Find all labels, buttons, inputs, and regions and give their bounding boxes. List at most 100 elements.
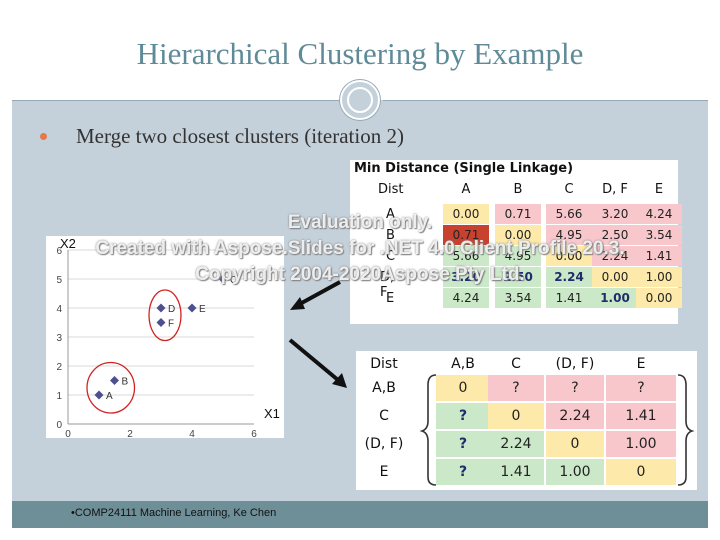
data-point-a — [94, 390, 104, 400]
data-point-d — [156, 303, 166, 313]
data-point-f — [156, 318, 166, 327]
brace-decorations — [419, 374, 695, 486]
watermark-line-1: Evaluation only. — [287, 212, 433, 233]
column-header: C — [511, 356, 521, 372]
point-label: B — [122, 377, 129, 388]
point-label: F — [168, 319, 174, 330]
row-header: C — [379, 408, 389, 424]
y-tick-label: 5 — [56, 275, 62, 286]
distance-cell: 2.24 — [592, 246, 638, 266]
distance-cell: 4.95 — [546, 225, 592, 245]
distance-cell: 2.24 — [488, 431, 544, 457]
column-header: (D, F) — [555, 356, 595, 372]
distance-cell: 0.00 — [592, 267, 638, 287]
footer-band — [12, 501, 708, 528]
x-tick-label: 4 — [189, 429, 195, 438]
x-tick-label: 0 — [65, 429, 71, 438]
distance-cell: 4.24 — [443, 288, 489, 308]
y-tick-label: 2 — [56, 362, 62, 373]
distance-cell: 1.41 — [546, 288, 592, 308]
distance-cell: 2.24 — [546, 267, 592, 287]
distance-cell: 2.24 — [546, 403, 604, 429]
x-axis-label: X1 — [264, 406, 280, 421]
arrow-to-chart-head-icon — [290, 297, 305, 310]
distance-cell: ? — [436, 403, 490, 429]
cluster-ring — [148, 289, 182, 342]
watermark-line-2: Created with Aspose.Slides for .NET 4.0 … — [95, 238, 625, 259]
y-axis-label: X2 — [60, 236, 76, 251]
data-point-e — [187, 303, 197, 313]
column-header: C — [564, 182, 574, 197]
distance-cell: 2.50 — [592, 225, 638, 245]
row-header: (D, F) — [364, 436, 404, 452]
distance-cell: 0.71 — [495, 204, 541, 224]
scatter-plot: 0 1 2 3 4 5 6 0 2 4 6 X1 X2 AB C D E F — [56, 236, 280, 440]
row-header: D, F — [380, 270, 395, 300]
distance-cell: ? — [546, 375, 604, 401]
distance-cell: ? — [606, 375, 676, 401]
table-title: Min Distance (Single Linkage) — [354, 161, 574, 176]
distance-cell: 1.41 — [606, 403, 676, 429]
title-divider-right — [383, 100, 708, 101]
left-brace-icon — [419, 374, 437, 486]
column-header: D, F — [602, 182, 628, 197]
point-label: C — [230, 275, 237, 286]
distance-cell: 3.54 — [636, 225, 682, 245]
distance-cell: 1.41 — [488, 459, 544, 485]
footer-text: •COMP24111 Machine Learning, Ke Chen — [71, 507, 277, 519]
distance-cell: 0.00 — [636, 288, 682, 308]
distance-cell: ? — [436, 459, 490, 485]
distance-cell: 5.66 — [443, 246, 489, 266]
distance-cell: 3.20 — [592, 204, 638, 224]
distance-cell: 4.95 — [495, 246, 541, 266]
row-header: A,B — [372, 380, 396, 396]
row-header: E — [379, 464, 389, 480]
distance-cell: 0 — [436, 375, 490, 401]
distance-cell: 0 — [606, 459, 676, 485]
distance-cell: 0.00 — [546, 246, 592, 266]
distance-cell: 1.00 — [546, 459, 604, 485]
right-brace-icon — [677, 374, 695, 486]
y-tick-label: 1 — [56, 391, 62, 402]
cluster-ring — [86, 361, 136, 414]
y-tick-label: 3 — [56, 333, 62, 344]
point-label: A — [106, 391, 113, 402]
distance-cell: 1.00 — [592, 288, 638, 308]
distance-cell: 0.71 — [443, 225, 489, 245]
x-tick-label: 2 — [127, 429, 133, 438]
row-header: C — [386, 249, 396, 264]
point-label: D — [168, 304, 175, 315]
table-corner-label: Dist — [370, 356, 398, 372]
column-header: E — [654, 182, 664, 197]
distance-cell: 0.00 — [495, 225, 541, 245]
distance-cell: 4.24 — [636, 204, 682, 224]
updated-distance-table: Dist A,B C (D, F) E A,B 0??? C? 0 2.24 1.41 (D, F)… — [356, 351, 697, 490]
arrow-to-table-head-icon — [332, 373, 347, 388]
y-tick-label: 4 — [56, 304, 62, 315]
distance-cell: 2.50 — [495, 267, 541, 287]
title-divider-left — [12, 100, 339, 101]
point-label: E — [199, 304, 206, 315]
arrow-to-table-line — [288, 338, 340, 382]
row-header: E — [386, 291, 395, 306]
distance-cell: 0 — [546, 431, 604, 457]
distance-cell: 1.41 — [636, 246, 682, 266]
distance-cell: 3.54 — [495, 288, 541, 308]
column-header: E — [636, 356, 646, 372]
row-header: B — [386, 228, 395, 243]
min-distance-table: Min Distance (Single Linkage) Dist A B C D,… — [350, 160, 682, 324]
x-tick-label: 6 — [251, 429, 257, 438]
column-header: B — [513, 182, 523, 197]
column-header: A,B — [451, 356, 475, 372]
y-tick-label: 0 — [56, 420, 62, 431]
distance-cell: 0 — [488, 403, 544, 429]
data-point-b — [110, 376, 119, 385]
distance-cell: 1.00 — [606, 431, 676, 457]
distance-cell: 5.66 — [546, 204, 592, 224]
y-tick-label: 6 — [56, 246, 62, 257]
slide-title: Hierarchical Clustering by Example — [136, 36, 584, 71]
distance-cell: ? — [436, 431, 490, 457]
distance-cell: 0.00 — [443, 204, 489, 224]
distance-cell: 1.00 — [636, 267, 682, 287]
distance-cell: 3.20 — [443, 267, 489, 287]
